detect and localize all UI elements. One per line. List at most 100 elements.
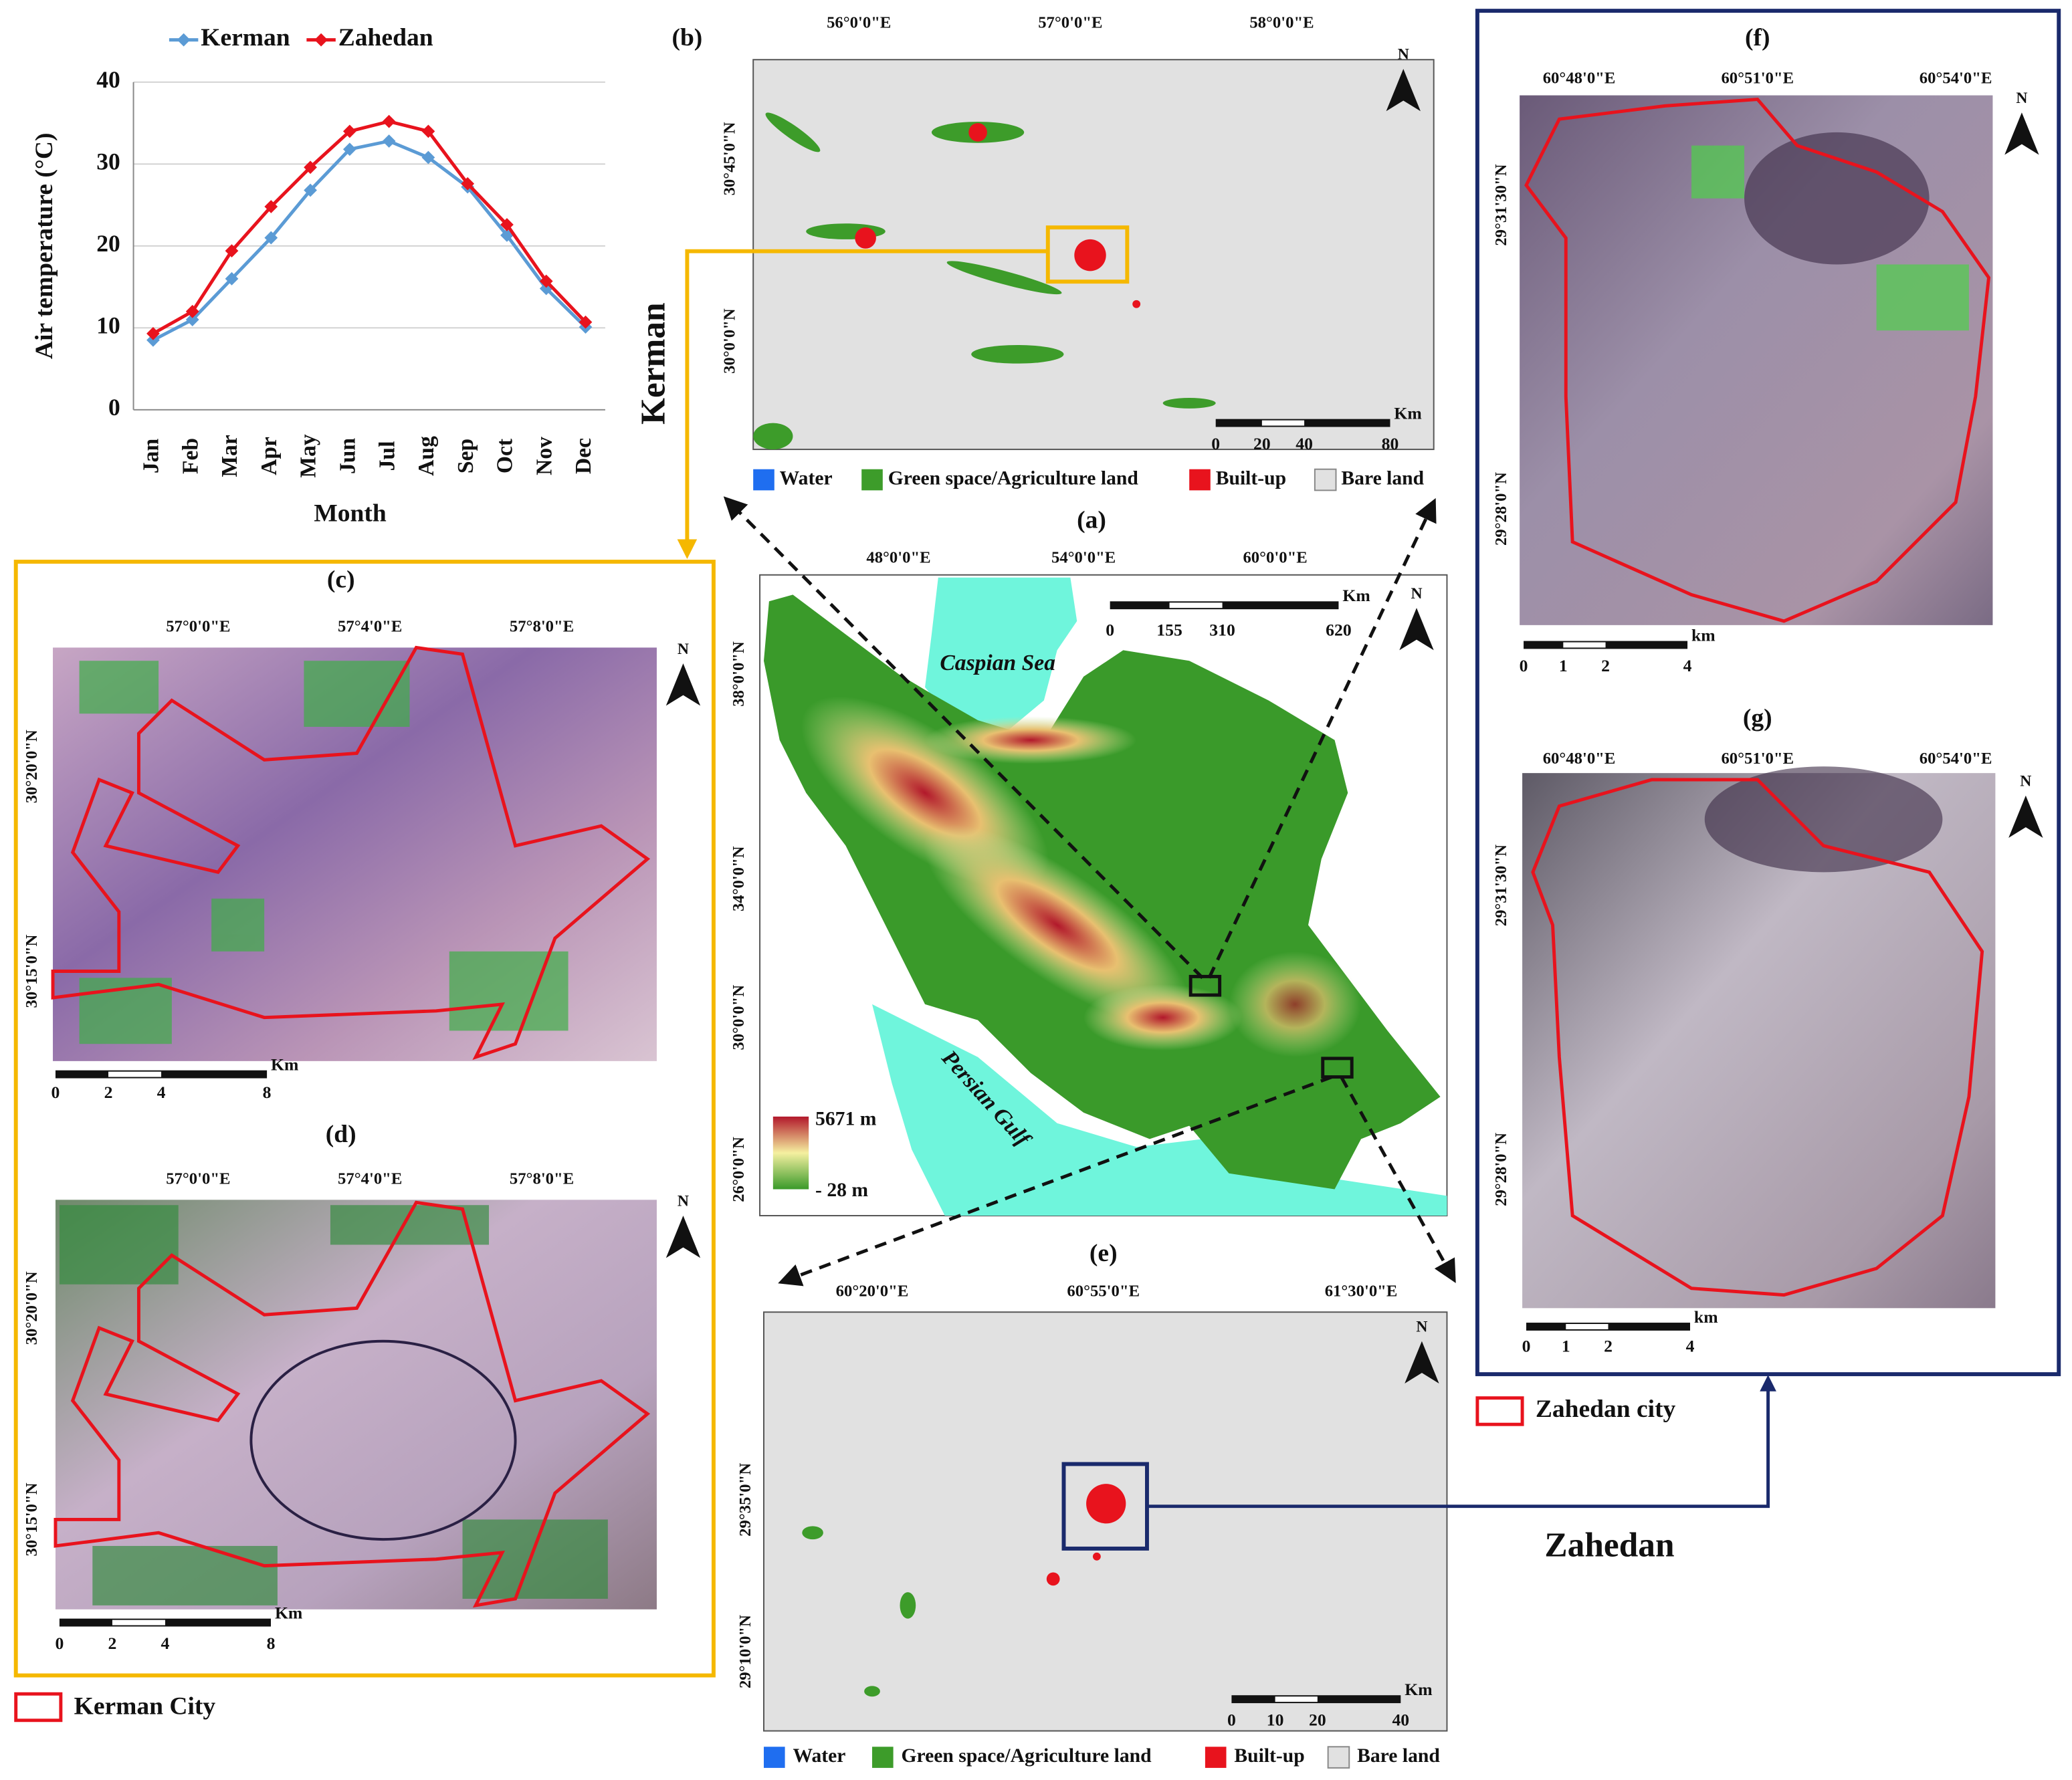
point (421, 150, 435, 164)
builtup-patches (855, 123, 1141, 308)
longitude-label: 57°0'0"E (166, 617, 230, 635)
class-legend-label: Bare land (1341, 467, 1424, 489)
scale-label: 0 (1227, 1710, 1236, 1730)
class-legend (753, 468, 1350, 1769)
green-patches (802, 1526, 916, 1697)
city-label: Zahedan (1544, 1527, 1674, 1565)
kerman-frame (13, 560, 716, 1678)
point (185, 304, 199, 318)
point (421, 124, 435, 138)
point (185, 313, 199, 326)
x-tick-label: Dec (571, 438, 596, 474)
scale-label: 2 (104, 1083, 113, 1102)
latitude-label: 26°0'0"N (730, 1137, 748, 1202)
point (225, 244, 239, 258)
scale-label: 8 (267, 1634, 276, 1653)
scale-label: 1 (1559, 656, 1568, 675)
zahedan-box (1321, 1056, 1354, 1079)
x-tick-label: Aug (414, 436, 439, 476)
longitude-label: 57°8'0"E (510, 617, 574, 635)
class-legend-label: Green space/Agriculture land (901, 1745, 1152, 1767)
latitude-label: 30°45'0"N (720, 122, 738, 195)
x-tick-label: Apr (257, 437, 282, 475)
scale-label: 4 (161, 1634, 170, 1653)
x-tick-label: Jun (336, 438, 360, 474)
y-tick-label: 40 (96, 66, 120, 93)
class-legend-label: Water (793, 1745, 845, 1767)
scale-label: 2 (1604, 1336, 1613, 1355)
north-arrow (665, 1216, 701, 1258)
kerman-box (1045, 225, 1130, 284)
latitude-label: 29°35'0"N (736, 1463, 754, 1537)
latitude-label: 30°15'0"N (23, 1482, 41, 1556)
point (264, 231, 278, 245)
x-tick-label: May (296, 434, 321, 477)
scale-unit: Km (1405, 1680, 1432, 1699)
north-label: N (2016, 90, 2027, 107)
latitude-label: 30°20'0"N (23, 730, 41, 803)
latitude-label: 29°31'30"N (1492, 164, 1510, 246)
y-tick-label: 10 (96, 312, 120, 338)
scale-label: 620 (1326, 621, 1352, 640)
green-patches (753, 112, 1216, 450)
x-tick-label: Sep (453, 439, 478, 473)
longitude-label: 57°8'0"E (510, 1170, 574, 1188)
longitude-label: 60°48'0"E (1543, 70, 1616, 88)
latitude-label: 30°15'0"N (23, 934, 41, 1008)
x-tick-label: Mar (217, 435, 242, 477)
latitude-label: 30°0'0"N (730, 985, 748, 1050)
north-arrow (2008, 795, 2043, 838)
scale-unit: Km (1342, 586, 1370, 605)
elevation-min: - 28 m (815, 1180, 868, 1201)
elevation-legend (772, 1116, 809, 1190)
sea (872, 1004, 1447, 1216)
latitude-label: 30°0'0"N (720, 308, 738, 374)
scale-label: 0 (51, 1083, 60, 1102)
ring-road (249, 1339, 517, 1541)
panel-label: (c) (327, 566, 355, 593)
series-line (152, 120, 587, 336)
x-axis-label: Month (314, 499, 387, 527)
scale-bar-segment (1275, 1696, 1318, 1702)
point (382, 114, 396, 128)
scale-label: 20 (1253, 434, 1271, 453)
connector (677, 249, 1048, 560)
scale-bar-segment (1563, 642, 1606, 648)
scale-unit: Km (1394, 404, 1421, 423)
scale-label: 40 (1392, 1710, 1409, 1730)
point (500, 218, 514, 231)
x-tick-label: Jan (139, 439, 164, 474)
x-tick-label: Jul (375, 441, 399, 471)
scale-label: 0 (1211, 434, 1220, 453)
point (304, 183, 317, 197)
elevation-max: 5671 m (815, 1109, 877, 1130)
scale-label: 4 (1683, 656, 1692, 675)
class-legend-label: Green space/Agriculture land (888, 467, 1139, 489)
panel-label: (b) (671, 24, 702, 51)
class-legend-label: Water (780, 467, 833, 489)
x-tick-label: Feb (178, 438, 203, 474)
y-tick-label: 20 (96, 230, 120, 257)
longitude-label: 60°51'0"E (1721, 70, 1794, 88)
series-line (152, 139, 587, 342)
legend-marker (177, 33, 191, 47)
kerman-box (1188, 974, 1222, 997)
point (304, 160, 317, 175)
longitude-label: 60°48'0"E (1543, 750, 1616, 768)
longitude-label: 60°0'0"E (1243, 549, 1307, 567)
scale-label: 310 (1209, 621, 1235, 640)
scale-label: 8 (263, 1083, 272, 1102)
scale-label: 80 (1382, 434, 1399, 453)
panel-label: (f) (1745, 24, 1770, 51)
scale-bar-segment (112, 1620, 165, 1626)
map-layout (13, 9, 2061, 1769)
longitude-label: 57°0'0"E (166, 1170, 230, 1188)
north-arrow (2004, 112, 2039, 155)
scale-bar (1110, 601, 1339, 610)
longitude-label: 60°55'0"E (1067, 1282, 1140, 1300)
x-tick-label: Oct (493, 438, 518, 473)
scale-unit: Km (275, 1603, 302, 1623)
boundary-legend: Zahedan city (1536, 1396, 1676, 1423)
